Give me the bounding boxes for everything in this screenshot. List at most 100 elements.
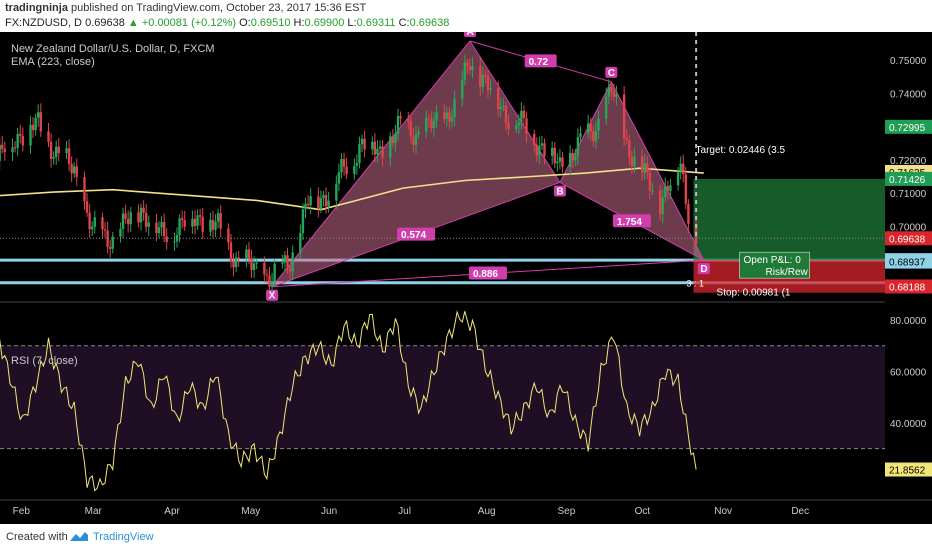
candle-body — [209, 219, 212, 232]
candle-body — [263, 262, 266, 275]
candle-body — [270, 281, 274, 287]
candle-body — [517, 122, 520, 126]
candle-body — [550, 147, 554, 156]
candle-body — [687, 203, 690, 224]
price-tag — [885, 171, 932, 186]
pattern-point-a-label: A — [466, 32, 473, 38]
candle-body — [576, 137, 580, 157]
candle-body — [93, 217, 96, 227]
candle-body — [29, 124, 32, 146]
candle-body — [34, 117, 37, 131]
candle-body — [533, 133, 536, 145]
candle-body — [661, 197, 664, 215]
candle-body — [55, 146, 58, 158]
candle-body — [378, 146, 382, 149]
candle-body — [574, 156, 577, 161]
candle-body — [129, 212, 132, 225]
candle-body — [489, 88, 492, 90]
risk-reward-label: Risk/Rew — [766, 267, 809, 278]
candle-body — [486, 76, 490, 90]
time-tick-label: Jul — [398, 506, 411, 517]
candle-body — [304, 203, 307, 210]
candle-body — [75, 166, 78, 177]
published-text: published on TradingView.com, October 23… — [71, 2, 367, 14]
candle-body — [666, 186, 670, 192]
candle-body — [319, 198, 323, 209]
candle-body — [391, 136, 395, 143]
candle-body — [183, 219, 186, 227]
candle-body — [250, 258, 253, 270]
candle-body — [178, 218, 181, 236]
candle-body — [658, 190, 662, 215]
target-zone — [693, 178, 885, 261]
triangle-up-icon: ▲ — [127, 17, 139, 29]
pattern-point-x-label: X — [269, 291, 276, 302]
candle-body — [430, 118, 433, 129]
ratio-label: 1.754 — [617, 217, 642, 228]
pattern-leg — [559, 81, 612, 183]
candle-body — [360, 138, 364, 145]
candle-body — [175, 235, 179, 242]
low-value: 0.69311 — [356, 17, 396, 29]
open-label: O: — [239, 17, 251, 29]
ema-indicator-label[interactable]: EMA (223, close) — [11, 56, 95, 68]
candle-body — [376, 148, 379, 155]
candle-body — [322, 195, 325, 199]
created-with-text: Created with — [6, 531, 68, 543]
candle-body — [409, 121, 413, 137]
candle-body — [268, 275, 271, 287]
candle-body — [682, 163, 685, 175]
candle-body — [435, 112, 438, 121]
candle-body — [108, 246, 112, 249]
author-name[interactable]: tradingninja — [5, 2, 68, 14]
chart-svg[interactable]: Feb Mar Apr May Jun Jul Aug Sep Oct Nov Dec 0.75000… — [0, 32, 932, 524]
candle-body — [165, 236, 168, 243]
candle-body — [612, 91, 616, 97]
candle-body — [232, 261, 235, 268]
candle-body — [39, 112, 42, 132]
candle-body — [399, 116, 402, 119]
rsi-indicator-label[interactable]: RSI (7, close) — [11, 355, 78, 367]
candle-body — [255, 262, 258, 264]
candle-body — [180, 218, 184, 220]
rsi-tick-label: 80.0000 — [890, 316, 927, 327]
candle-body — [643, 163, 646, 173]
candle-body — [484, 74, 487, 77]
candle-body — [594, 130, 598, 142]
tradingview-brand[interactable]: TradingView — [93, 531, 154, 543]
candle-body — [247, 249, 251, 259]
chart-area[interactable]: Feb Mar Apr May Jun Jul Aug Sep Oct Nov Dec 0.75000… — [0, 32, 932, 524]
candle-body — [193, 218, 197, 226]
candle-body — [579, 133, 582, 138]
price-tick-label: 0.74000 — [890, 89, 927, 100]
candle-body — [162, 222, 166, 237]
candle-body — [137, 212, 140, 223]
candle-body — [126, 218, 130, 225]
candle-body — [345, 166, 348, 174]
candle-body — [106, 230, 109, 247]
candle-body — [229, 242, 233, 262]
symbol-label: FX:NZDUSD, D — [5, 17, 82, 29]
candle-body — [70, 163, 73, 174]
candle-body — [676, 171, 680, 186]
candle-body — [317, 196, 320, 209]
candle-body — [47, 131, 50, 142]
candle-body — [65, 148, 68, 153]
last-price: 0.69638 — [85, 17, 125, 29]
candle-body — [73, 166, 76, 174]
time-tick-label: May — [241, 506, 260, 517]
rsi-tick-label: 60.0000 — [890, 367, 927, 378]
candle-body — [83, 176, 86, 202]
candle-body — [425, 117, 428, 132]
candle-body — [622, 94, 626, 138]
candle-body — [520, 110, 523, 123]
ratio-label: 0.574 — [401, 230, 426, 241]
candle-body — [327, 200, 330, 207]
time-tick-label: Dec — [791, 506, 809, 517]
candle-body — [3, 148, 7, 153]
candle-body — [173, 241, 176, 243]
candle-body — [466, 62, 469, 66]
candle-body — [558, 157, 562, 162]
candle-body — [561, 157, 564, 167]
candle-body — [412, 136, 415, 145]
